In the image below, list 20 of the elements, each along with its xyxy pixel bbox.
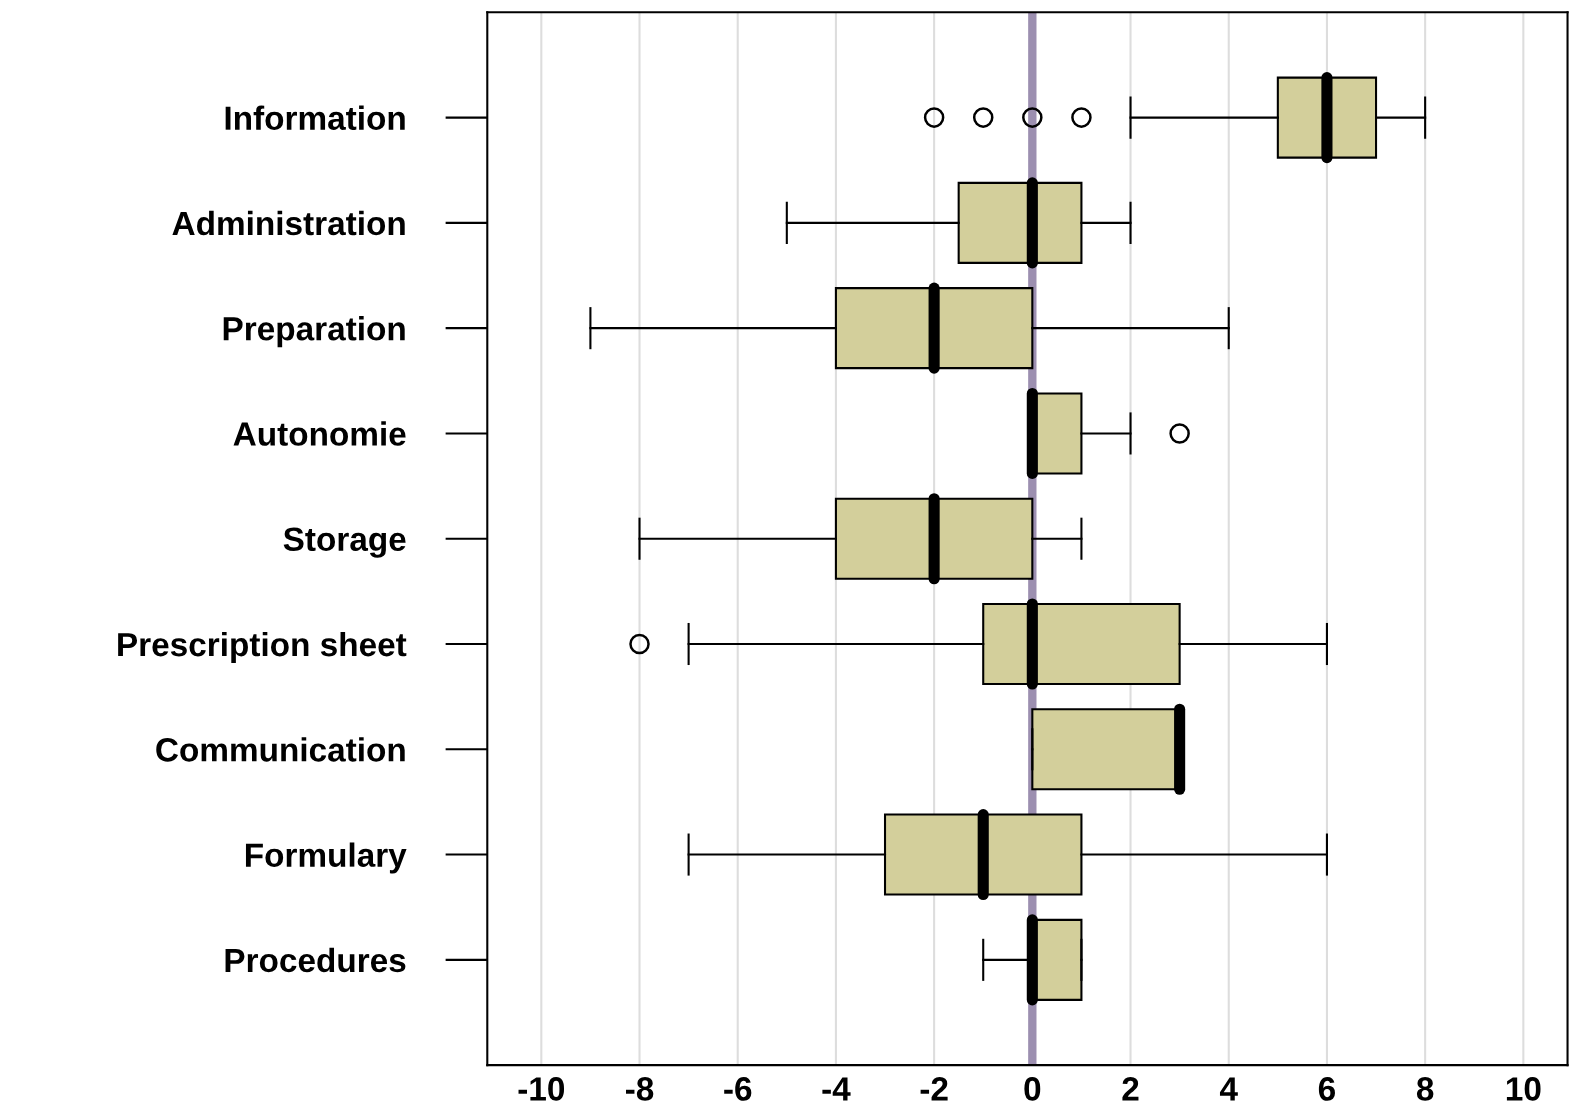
y-tick-label: Formulary [245, 842, 407, 874]
y-tick-label: Storage [283, 527, 406, 558]
x-tick-label: -6 [724, 1077, 752, 1101]
x-tick-label: -4 [822, 1077, 851, 1101]
y-tick-label: Communication [156, 737, 405, 762]
x-tick-label: 6 [1318, 1077, 1335, 1101]
y-tick-label: Autonomie [233, 421, 406, 446]
x-tick-label: 10 [1506, 1077, 1541, 1101]
x-tick-label: -2 [920, 1077, 948, 1101]
x-tick-label: 2 [1122, 1077, 1139, 1101]
x-tick-label: -10 [518, 1077, 565, 1101]
x-tick-label: 4 [1219, 1077, 1238, 1101]
y-tick-label: Administration [172, 210, 405, 236]
y-tick-label: Preparation [223, 316, 405, 348]
y-tick-label: Information [225, 105, 405, 131]
x-tick-label: -8 [625, 1077, 654, 1101]
x-tick-label: 8 [1416, 1077, 1434, 1101]
y-tick-label: Procedures [225, 947, 406, 973]
x-tick-label: 0 [1024, 1077, 1041, 1101]
y-tick-label: Prescription sheet [118, 631, 407, 663]
